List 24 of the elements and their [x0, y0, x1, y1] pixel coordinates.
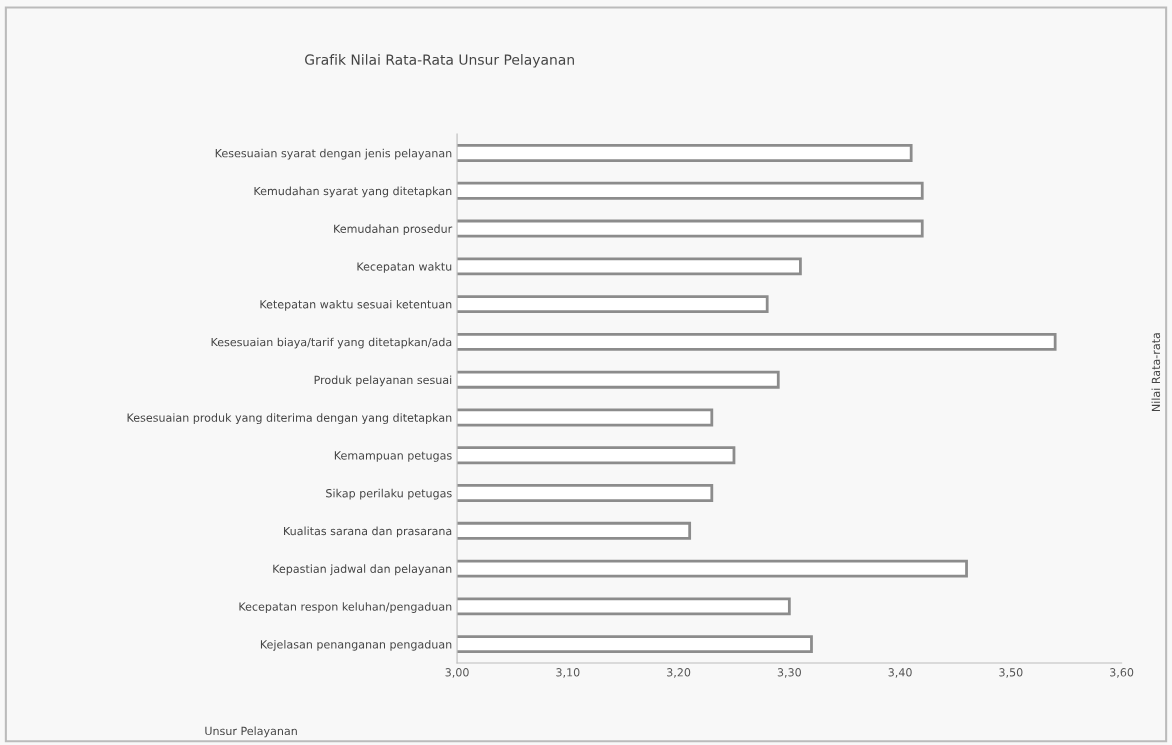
x-tick-label: 3,60: [1110, 668, 1134, 678]
x-axis-title: Unsur Pelayanan: [205, 726, 297, 738]
y-tick-label: Kepastian jadwal dan pelayanan: [273, 564, 452, 576]
y-tick-label: Kejelasan penanganan pengaduan: [260, 639, 452, 651]
y-tick-label: Kecepatan respon keluhan/pengaduan: [239, 602, 452, 613]
y-tick-label: Kemudahan prosedur: [334, 224, 453, 236]
x-tick-label: 3,40: [888, 668, 912, 678]
y-tick-label: Kesesuaian produk yang diterima dengan yang ditetapkan: [127, 413, 452, 424]
y-tick-label: Sikap perilaku petugas: [326, 488, 452, 500]
y-tick-label: Kemampuan petugas: [334, 451, 452, 462]
x-tick-label: 3,20: [667, 668, 691, 678]
y-tick-label: Produk pelayanan sesuai: [314, 375, 452, 387]
chart-title: Grafik Nilai Rata-Rata Unsur Pelayanan: [305, 54, 574, 68]
x-tick-label: 3,50: [999, 668, 1023, 678]
x-tick-label: 3,00: [445, 668, 469, 678]
y-tick-label: Kualitas sarana dan prasarana: [284, 526, 452, 538]
x-tick-label: 3,10: [556, 668, 580, 678]
y-tick-label: Kesesuaian biaya/tarif yang ditetapkan/ada: [211, 337, 452, 349]
y-tick-label: Kemudahan syarat yang ditetapkan: [254, 186, 452, 198]
y-tick-label: Kesesuaian syarat dengan jenis pelayanan: [215, 148, 452, 160]
y-tick-label: Ketepatan waktu sesuai ketentuan: [260, 299, 452, 311]
y-axis-title: Nilai Rata-rata: [1151, 333, 1161, 411]
y-tick-label: Kecepatan waktu: [357, 262, 452, 273]
x-tick-label: 3,30: [777, 668, 801, 678]
